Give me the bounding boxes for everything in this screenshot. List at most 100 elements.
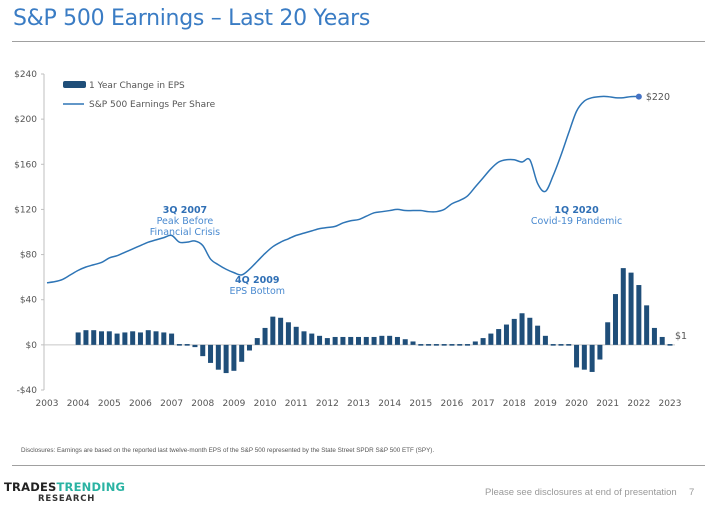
eps-change-bar (612, 294, 618, 345)
page-number: 7 (689, 487, 695, 498)
eps-change-bar (145, 330, 151, 345)
x-tick-label: 2014 (378, 399, 401, 409)
x-tick-label: 2010 (254, 399, 277, 409)
eps-change-bar (192, 344, 198, 348)
eps-change-bar (153, 331, 159, 345)
annotation-title: 1Q 2020 (554, 205, 599, 216)
eps-change-bar (387, 335, 393, 345)
eps-change-bar (511, 318, 517, 345)
eps-change-bar (285, 322, 291, 345)
eps-change-bar (309, 333, 315, 345)
eps-change-bar (161, 332, 167, 345)
eps-change-bar (363, 336, 369, 345)
eps-change-bar (574, 344, 580, 368)
chart-legend: 1 Year Change in EPS S&P 500 Earnings Pe… (63, 81, 216, 110)
eps-change-bar (542, 335, 548, 345)
annotation-text: Financial Crisis (150, 227, 220, 238)
eps-change-bar (301, 331, 307, 345)
eps-change-bar (410, 341, 416, 345)
x-tick-label: 2018 (503, 399, 526, 409)
x-tick-label: 2009 (222, 399, 245, 409)
eps-change-bar (278, 317, 284, 345)
eps-change-bar (402, 339, 408, 345)
y-tick-label: $40 (20, 296, 37, 306)
eps-change-bar (659, 336, 665, 345)
disclosure-text: Disclosures: Earnings are based on the r… (21, 447, 435, 454)
eps-change-bar (449, 344, 455, 346)
annotation-text: Peak Before (157, 216, 214, 227)
y-tick-label: $0 (26, 341, 38, 351)
eps-change-bar (122, 332, 128, 345)
line-series: $220 $1 (46, 92, 687, 342)
eps-change-bar (317, 335, 323, 345)
y-tick-label: $200 (14, 115, 37, 125)
eps-change-bar (566, 344, 572, 346)
y-tick-label: $240 (14, 70, 37, 80)
eps-change-bar (496, 329, 502, 345)
eps-change-bar (488, 333, 494, 345)
annotation-title: 3Q 2007 (163, 205, 207, 216)
eps-change-bar (371, 336, 377, 345)
eps-change-bar (651, 327, 657, 345)
eps-change-bar (262, 327, 268, 345)
eps-change-bar (169, 333, 175, 345)
legend-bar-label: 1 Year Change in EPS (89, 81, 185, 91)
eps-change-bar (605, 322, 611, 345)
eps-change-bar (550, 344, 556, 346)
annotation-title: 4Q 2009 (235, 275, 279, 286)
chart-axes: -$40 $0 $40 $80 $120 $160 $200 $240 2003 2004 2005… (14, 70, 681, 409)
x-tick-label: 2017 (472, 399, 495, 409)
eps-change-bar (340, 336, 346, 345)
x-tick-label: 2003 (36, 399, 59, 409)
eps-change-bar (176, 344, 182, 346)
eps-change-bar (270, 316, 276, 345)
eps-change-bar (527, 317, 533, 345)
bar-end-value-label: $1 (675, 331, 687, 342)
eps-change-bar (503, 324, 509, 345)
eps-change-bar (597, 344, 603, 360)
eps-change-bar (558, 344, 564, 346)
eps-change-bar (465, 344, 471, 346)
annotation-text: EPS Bottom (229, 286, 285, 297)
eps-change-bar (246, 344, 252, 351)
eps-change-bar (394, 336, 400, 345)
eps-change-bar (441, 344, 447, 346)
eps-line (46, 95, 639, 284)
y-tick-label: $80 (20, 251, 37, 261)
x-tick-label: 2019 (534, 399, 557, 409)
x-tick-label: 2012 (316, 399, 339, 409)
eps-change-bar (83, 330, 89, 345)
eps-change-bar (200, 344, 206, 357)
x-tick-label: 2007 (160, 399, 183, 409)
eps-change-bar (114, 333, 120, 345)
y-tick-label: $120 (14, 205, 37, 215)
eps-change-bar (480, 338, 486, 345)
eps-line-end-marker (635, 93, 642, 100)
eps-change-bar (457, 344, 463, 346)
y-tick-label: $160 (14, 160, 37, 170)
x-tick-label: 2016 (440, 399, 463, 409)
eps-change-bar (184, 344, 190, 346)
eps-change-bar (254, 338, 260, 345)
x-tick-label: 2023 (659, 399, 682, 409)
annotation-text: Covid-19 Pandemic (531, 216, 622, 227)
bar-series (75, 268, 673, 374)
x-tick-label: 2020 (565, 399, 588, 409)
eps-change-bar (519, 313, 525, 345)
eps-change-bar (324, 338, 330, 345)
eps-change-bar (418, 344, 424, 346)
eps-change-bar (426, 344, 432, 346)
eps-change-bar (223, 344, 229, 374)
eps-change-bar (620, 268, 626, 345)
eps-end-value-label: $220 (646, 92, 670, 103)
eps-change-bar (215, 344, 221, 370)
title-divider (12, 41, 705, 42)
eps-change-bar (348, 336, 354, 345)
footer-note: Please see disclosures at end of present… (485, 487, 677, 498)
eps-change-bar (75, 332, 81, 345)
logo-sub: RESEARCH (38, 493, 96, 504)
eps-change-bar (379, 335, 385, 345)
company-logo: TRADESTRENDING RESEARCH (4, 481, 125, 504)
eps-change-bar (356, 336, 361, 345)
